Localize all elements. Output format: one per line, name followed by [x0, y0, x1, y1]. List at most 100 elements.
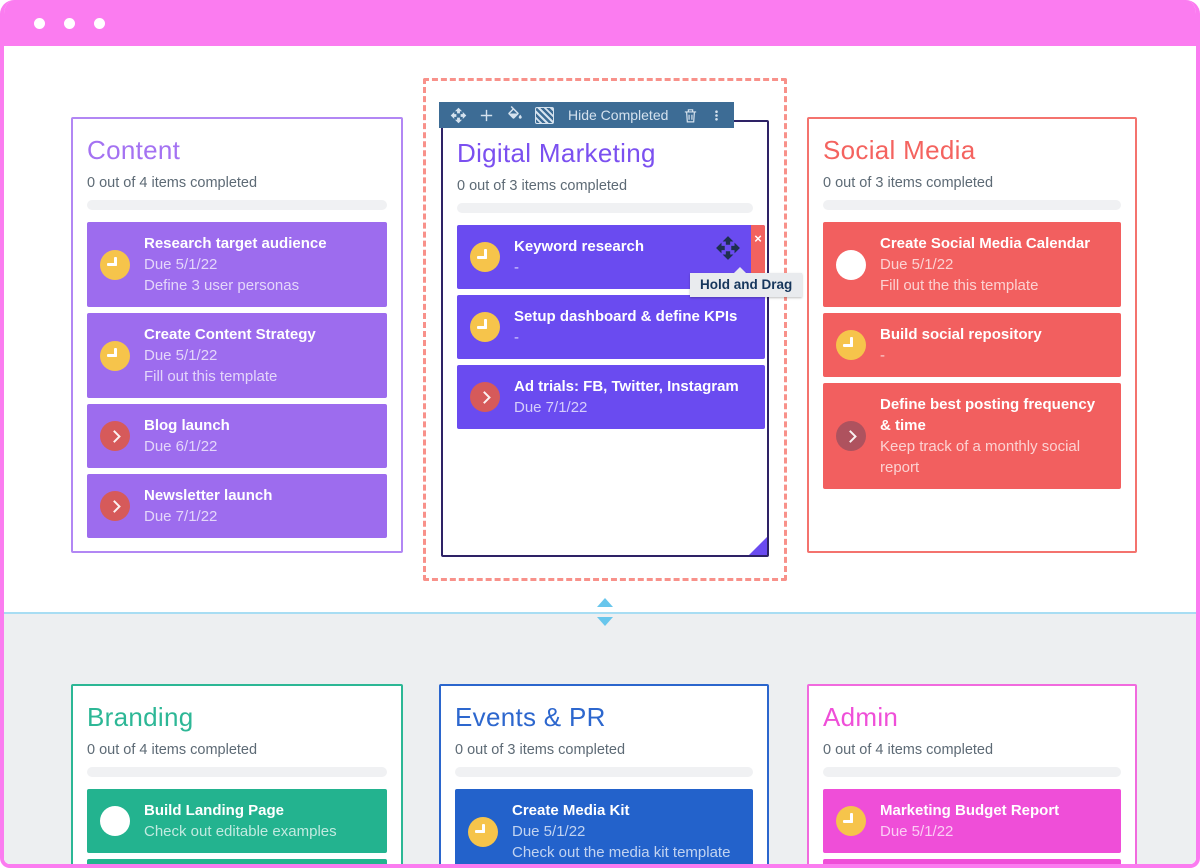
column-digital-marketing: Digital Marketing 0 out of 3 items compl… — [441, 120, 769, 557]
column-branding: Branding 0 out of 4 items completed Buil… — [71, 684, 403, 864]
pattern-icon[interactable] — [535, 106, 554, 124]
column-title: Admin — [823, 702, 899, 732]
clock-status-icon[interactable] — [100, 249, 130, 280]
progress-label: 0 out of 3 items completed — [823, 175, 994, 191]
progress-label: 0 out of 4 items completed — [823, 742, 994, 758]
clock-status-icon[interactable] — [470, 312, 500, 342]
item-title: Blog launch — [144, 417, 230, 434]
progress-label: 0 out of 4 items completed — [87, 175, 258, 191]
chevron-status-icon[interactable] — [100, 421, 130, 451]
clock-status-icon[interactable] — [836, 330, 866, 360]
resize-handle[interactable] — [749, 537, 767, 555]
item-due: Due 5/1/22 — [144, 256, 218, 273]
list-item-selected[interactable]: Keyword research - × — [457, 225, 765, 289]
column-title: Events & PR — [455, 702, 606, 732]
widget-toolbar: Hide Completed — [439, 102, 735, 128]
progress-bar — [87, 200, 387, 210]
item-due: Due 5/1/22 — [880, 823, 954, 840]
item-title: Create Media Kit — [512, 802, 630, 819]
item-note: Define 3 user personas — [144, 277, 300, 294]
window-control-dot[interactable] — [64, 17, 75, 29]
clock-status-icon[interactable] — [468, 816, 498, 847]
column-admin: Admin 0 out of 4 items completed Marketi… — [807, 684, 1137, 864]
window-control-dot[interactable] — [34, 17, 45, 29]
more-options-icon[interactable] — [710, 107, 723, 124]
hide-completed-button[interactable]: Hide Completed — [568, 107, 669, 123]
list-item[interactable]: Marketing Budget Report Due 5/1/22 — [823, 789, 1121, 853]
item-note: Keep track of a monthly social report — [880, 438, 1081, 476]
add-item-icon[interactable] — [478, 107, 495, 124]
checklist: Research target audience Due 5/1/22 Defi… — [87, 222, 387, 538]
clock-status-icon[interactable] — [470, 242, 500, 272]
column-content: Content 0 out of 4 items completed Resea… — [71, 117, 403, 553]
list-item[interactable]: Research target audience Due 5/1/22 Defi… — [87, 222, 387, 307]
board-area: Content 0 out of 4 items completed Resea… — [4, 46, 1196, 864]
move-icon[interactable] — [450, 107, 467, 124]
list-item-partial[interactable] — [823, 859, 1121, 864]
progress-label: 0 out of 4 items completed — [87, 742, 258, 758]
item-title: Build social repository — [880, 326, 1042, 343]
item-title: Ad trials: FB, Twitter, Instagram — [514, 378, 739, 395]
item-title: Create Content Strategy — [144, 326, 316, 343]
move-icon[interactable] — [715, 235, 741, 261]
checklist: Create Social Media Calendar Due 5/1/22 … — [823, 222, 1121, 489]
checklist: Marketing Budget Report Due 5/1/22 — [823, 789, 1121, 864]
progress-bar — [823, 200, 1121, 210]
column-social-media: Social Media 0 out of 3 items completed … — [807, 117, 1137, 553]
list-item[interactable]: Create Social Media Calendar Due 5/1/22 … — [823, 222, 1121, 307]
progress-bar — [455, 767, 753, 777]
circle-status-icon[interactable] — [836, 249, 866, 280]
column-title: Content — [87, 135, 181, 165]
column-title: Branding — [87, 702, 194, 732]
list-item[interactable]: Create Content Strategy Due 5/1/22 Fill … — [87, 313, 387, 398]
chevron-status-icon[interactable] — [100, 491, 130, 521]
column-events-pr: Events & PR 0 out of 3 items completed C… — [439, 684, 769, 864]
progress-label: 0 out of 3 items completed — [457, 178, 628, 194]
list-item[interactable]: Ad trials: FB, Twitter, Instagram Due 7/… — [457, 365, 765, 429]
window-control-dot[interactable] — [94, 17, 105, 29]
progress-bar — [457, 203, 753, 213]
item-due: Due 7/1/22 — [144, 508, 218, 525]
close-icon[interactable]: × — [754, 231, 762, 246]
delete-icon[interactable] — [682, 107, 699, 124]
item-due: Due 7/1/22 — [514, 399, 588, 416]
item-due: - — [514, 329, 519, 346]
checklist: Keyword research - × Setup dashboard & d… — [457, 225, 765, 429]
list-item[interactable]: Build Landing Page Check out editable ex… — [87, 789, 387, 853]
item-note: Fill out the this template — [880, 277, 1039, 294]
item-title: Keyword research — [514, 238, 645, 255]
list-item[interactable]: Setup dashboard & define KPIs - — [457, 295, 765, 359]
column-title: Digital Marketing — [457, 138, 656, 168]
list-item[interactable]: Create Media Kit Due 5/1/22 Check out th… — [455, 789, 753, 864]
list-item[interactable]: Newsletter launch Due 7/1/22 — [87, 474, 387, 538]
clock-status-icon[interactable] — [100, 340, 130, 371]
list-item[interactable]: Blog launch Due 6/1/22 — [87, 404, 387, 468]
selection-dashed-outline — [423, 78, 787, 581]
item-title: Research target audience — [144, 235, 327, 252]
divider-expand-up-icon[interactable] — [597, 598, 613, 607]
progress-bar — [87, 767, 387, 777]
progress-bar — [823, 767, 1121, 777]
item-note: Check out the media kit template — [512, 844, 731, 861]
chevron-status-icon[interactable] — [470, 382, 500, 412]
item-due: - — [880, 347, 885, 364]
item-title: Define best posting frequency & time — [880, 396, 1096, 434]
fill-color-icon[interactable] — [506, 106, 524, 124]
column-title: Social Media — [823, 135, 976, 165]
chevron-status-icon[interactable] — [836, 421, 866, 451]
clock-status-icon[interactable] — [836, 806, 866, 836]
list-item[interactable]: Define best posting frequency & time Kee… — [823, 383, 1121, 489]
item-title: Setup dashboard & define KPIs — [514, 308, 738, 325]
progress-label: 0 out of 3 items completed — [455, 742, 626, 758]
item-due: Due 5/1/22 — [144, 347, 218, 364]
item-due: - — [514, 259, 519, 276]
item-due: Due 6/1/22 — [144, 438, 218, 455]
item-title: Create Social Media Calendar — [880, 235, 1091, 252]
window-titlebar — [4, 0, 1196, 46]
divider-expand-down-icon[interactable] — [597, 617, 613, 626]
item-due: Due 5/1/22 — [880, 256, 954, 273]
circle-status-icon[interactable] — [100, 806, 130, 836]
list-item[interactable]: Build social repository - — [823, 313, 1121, 377]
list-item-partial[interactable] — [87, 859, 387, 864]
